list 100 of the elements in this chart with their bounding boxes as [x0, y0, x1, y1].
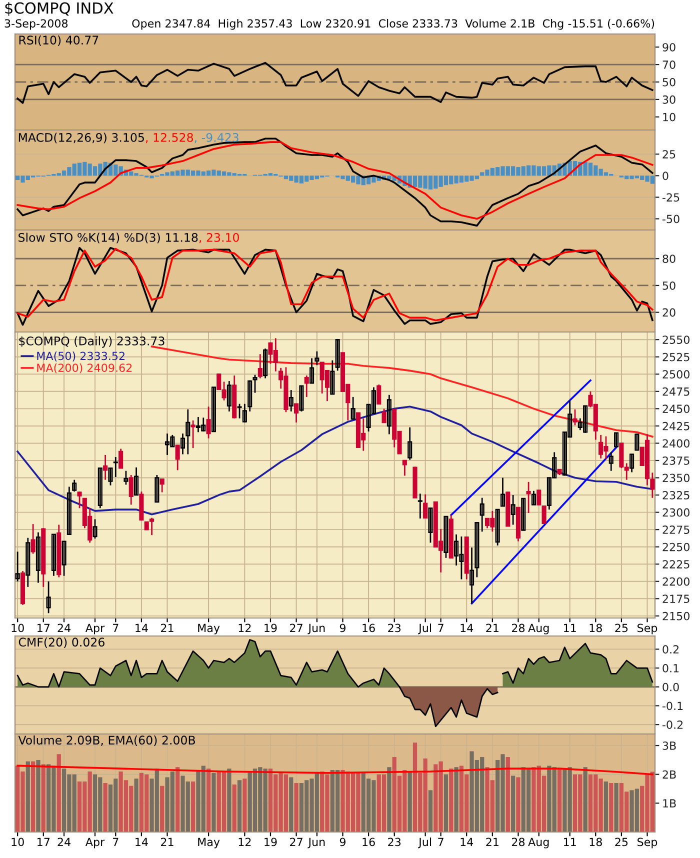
y-tick-label: 2350	[662, 474, 690, 482]
y-tick-label: 2375	[662, 456, 690, 465]
text: Open 2347.84 High 2357.43 Low 2320.91 Close 2333.73 Volume 2.1B Chg -15.51 (-0.66%)	[132, 19, 654, 30]
chart-title: CMF(20) 0.026	[18, 637, 104, 648]
text: $COMPQ INDX	[5, 2, 114, 16]
chart-title: RSI(10) 40.77	[19, 35, 98, 46]
bar	[387, 767, 392, 832]
series-label: , 12.528	[146, 132, 193, 144]
x-tick-label: 9	[340, 838, 346, 846]
candlestick	[382, 408, 386, 424]
y-tick-label: 2400	[662, 439, 690, 448]
candlestick	[263, 348, 268, 379]
line-series	[16, 62, 654, 104]
x-tick-label: 18	[590, 838, 602, 846]
bar	[614, 783, 618, 832]
bar	[289, 777, 294, 832]
candlestick	[128, 474, 134, 506]
bar	[227, 768, 232, 832]
bar	[103, 783, 108, 832]
candlestick	[46, 580, 51, 614]
bar	[191, 782, 196, 832]
x-tick-label: Jul	[418, 624, 431, 634]
y-tick-label: 3B	[662, 742, 676, 750]
y-tick-label: 2225	[662, 560, 690, 568]
y-tick-label: 90	[662, 43, 676, 52]
candlestick	[350, 396, 356, 420]
x-tick-label: 14	[460, 624, 474, 632]
candlestick	[30, 523, 36, 554]
candlestick	[26, 537, 30, 588]
legend-label: MA(50) 2333.52	[37, 352, 124, 362]
y-tick-label: 2325	[662, 491, 690, 500]
candlestick	[242, 403, 247, 424]
x-tick-label: 23	[388, 624, 401, 632]
line-series	[16, 764, 654, 776]
x-tick-label: 28	[512, 838, 525, 846]
y-tick-label: 2500	[662, 370, 690, 379]
candlestick	[154, 474, 160, 503]
y-tick-label: 0.1	[662, 664, 679, 672]
candlestick	[160, 478, 164, 493]
candlestick	[304, 374, 309, 398]
x-tick-label: 10	[12, 838, 24, 846]
y-tick-label: 2475	[662, 387, 690, 396]
text: , -9.423	[194, 132, 238, 144]
bar	[212, 772, 216, 832]
candlestick	[186, 408, 190, 455]
y-tick-label: 30	[662, 95, 676, 104]
x-tick-label: Sep	[638, 624, 658, 634]
bar	[242, 778, 247, 832]
x-tick-label: Apr	[85, 838, 105, 848]
y-tick-label: 50	[662, 78, 676, 86]
y-tick-label: -50	[662, 214, 680, 224]
candlestick	[103, 454, 108, 481]
candlestick	[500, 477, 506, 507]
candlestick	[134, 466, 139, 496]
candlestick	[314, 350, 320, 366]
candlestick	[299, 385, 304, 412]
x-tick-label: 17	[38, 624, 50, 632]
y-tick-label: 10	[663, 112, 676, 122]
candlestick	[542, 505, 546, 524]
x-tick-label: 11	[564, 624, 576, 632]
y-tick-label: 2275	[662, 526, 690, 534]
bar	[41, 764, 46, 832]
y-tick-label: 0.0	[662, 682, 679, 692]
bar	[604, 782, 608, 832]
x-tick-label: 7	[113, 624, 118, 632]
candlestick	[418, 492, 422, 520]
y-tick-label: 50	[662, 281, 676, 290]
candlestick	[630, 454, 634, 473]
x-tick-label: 21	[486, 838, 498, 846]
candlestick	[66, 486, 72, 536]
candlestick	[614, 432, 619, 448]
text: 3-Sep-2008	[4, 19, 68, 30]
x-tick-label: 7	[438, 838, 444, 846]
x-tick-label: Jun	[308, 838, 325, 848]
candlestick	[226, 380, 232, 412]
x-tick-label: 7	[113, 838, 118, 846]
legend-label: MA(200) 2409.62	[37, 363, 132, 374]
candlestick	[206, 406, 211, 440]
candlestick	[531, 490, 536, 506]
x-tick-label: 14	[460, 838, 474, 846]
series-label: MACD(12,26,9) 3.105	[18, 132, 144, 144]
candlestick	[386, 394, 392, 435]
candlestick	[190, 420, 196, 449]
candlestick	[423, 494, 428, 519]
x-tick-label: 12	[238, 624, 251, 632]
y-tick-label: 25	[662, 150, 676, 159]
series-label: Slow STO %K(14) %D(3) 11.18	[18, 232, 198, 244]
candlestick	[211, 386, 216, 432]
bar	[56, 754, 61, 832]
x-tick-label: 14	[136, 838, 148, 846]
x-tick-label: 18	[590, 624, 602, 632]
x-tick-label: 10	[12, 624, 24, 632]
y-tick-label: 2525	[662, 352, 690, 362]
candlestick	[51, 534, 56, 577]
line-series	[16, 406, 654, 516]
bar	[36, 760, 40, 832]
x-tick-label: 16	[362, 838, 375, 846]
x-tick-label: 28	[512, 624, 525, 632]
candlestick	[175, 444, 180, 471]
candlestick	[634, 432, 640, 451]
